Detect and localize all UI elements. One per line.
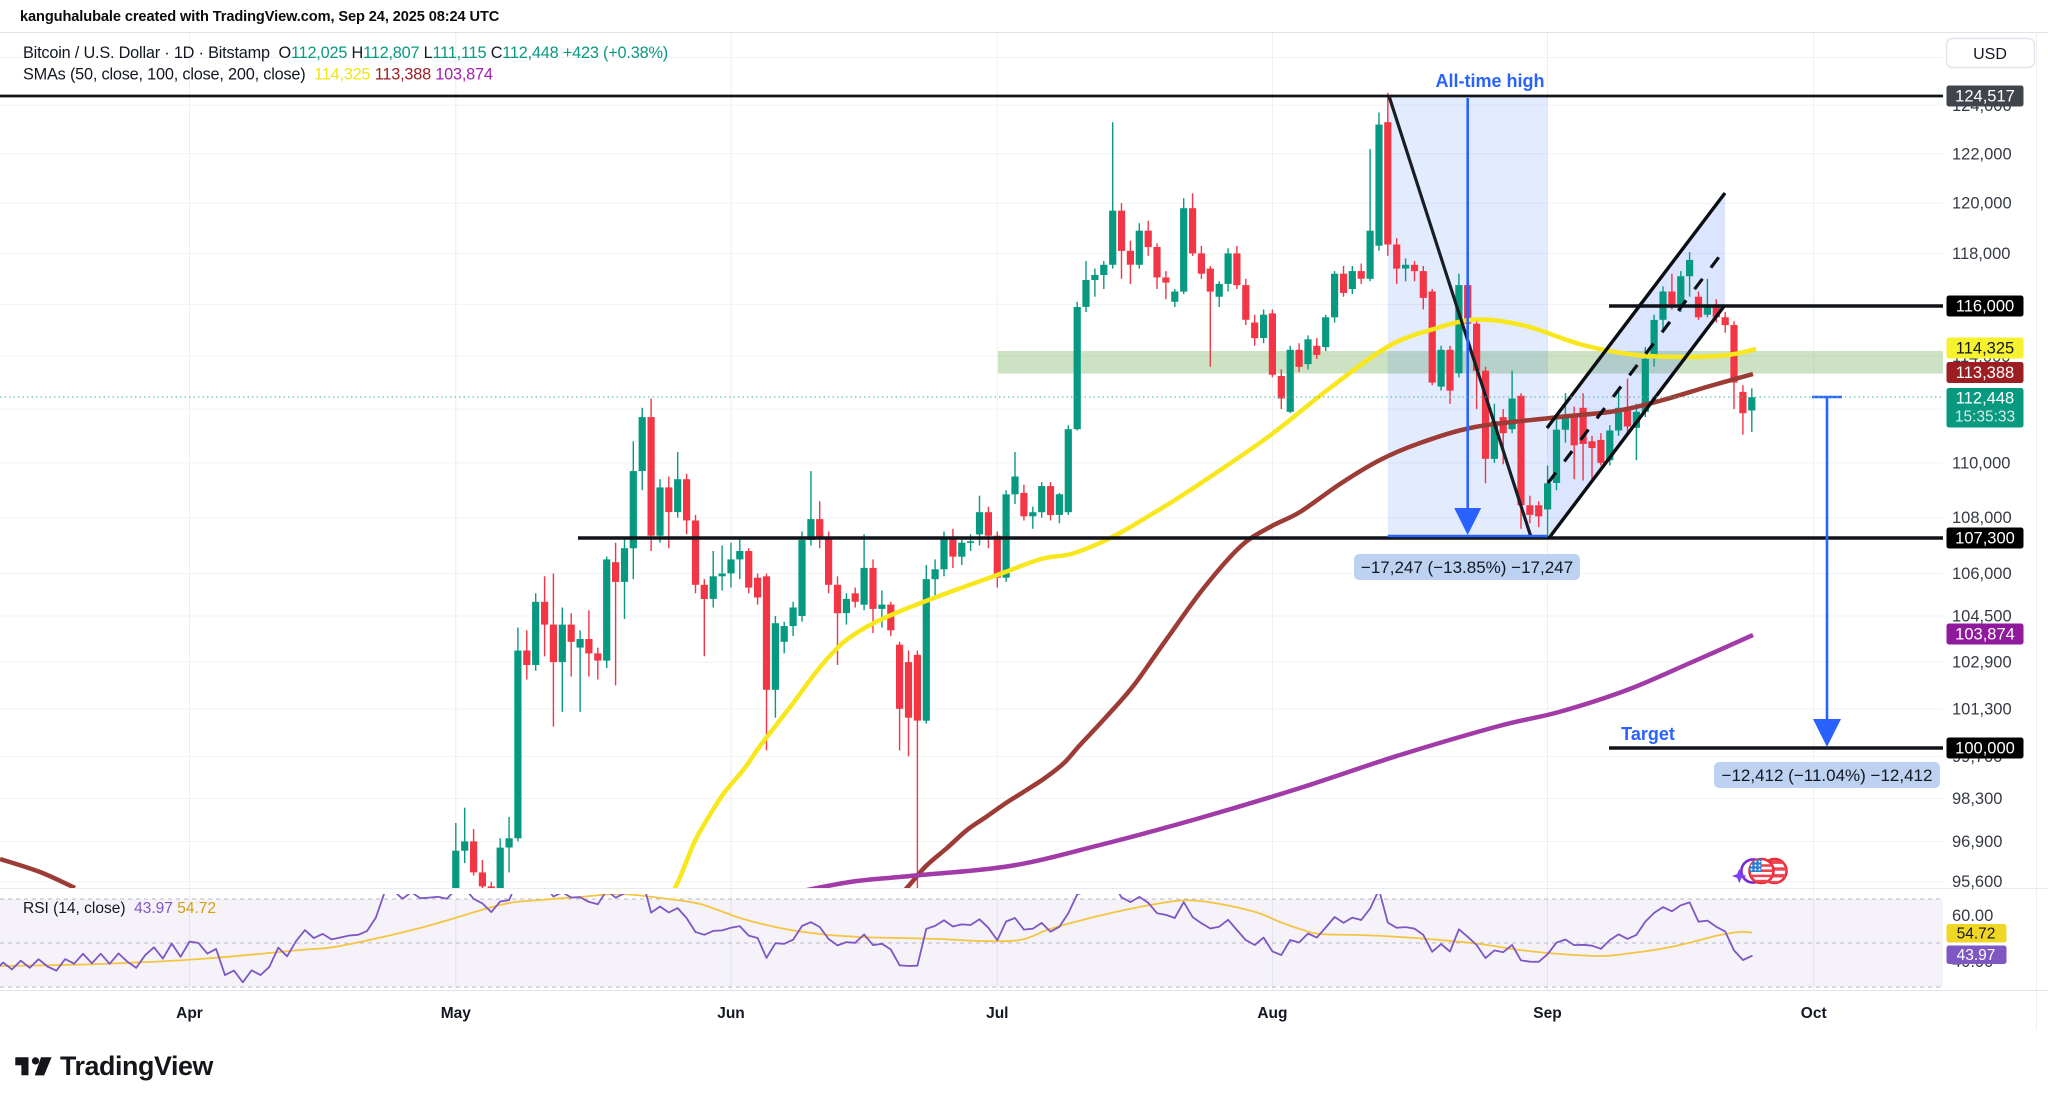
svg-text:Apr: Apr: [176, 1005, 203, 1022]
svg-text:Oct: Oct: [1801, 1005, 1827, 1022]
svg-text:May: May: [441, 1005, 472, 1022]
svg-text:110,000: 110,000: [1952, 454, 2010, 472]
svg-text:98,300: 98,300: [1952, 790, 2002, 808]
svg-text:107,300: 107,300: [1955, 530, 2015, 548]
svg-text:100,000: 100,000: [1955, 740, 2015, 758]
svg-text:124,517: 124,517: [1955, 88, 2015, 106]
svg-text:122,000: 122,000: [1952, 145, 2012, 163]
svg-text:103,874: 103,874: [1955, 626, 2015, 644]
svg-text:Sep: Sep: [1533, 1005, 1561, 1022]
svg-text:118,000: 118,000: [1952, 245, 2010, 263]
svg-text:102,900: 102,900: [1952, 654, 2012, 672]
svg-text:Jun: Jun: [717, 1005, 745, 1022]
svg-text:95,600: 95,600: [1952, 873, 2002, 891]
svg-text:106,000: 106,000: [1952, 565, 2012, 583]
svg-text:114,325: 114,325: [1956, 340, 2014, 358]
svg-text:RSI (14, close) 43.97 54.72: RSI (14, close) 43.97 54.72: [23, 900, 216, 917]
svg-text:Bitcoin / U.S. Dollar · 1D · B: Bitcoin / U.S. Dollar · 1D · Bitstamp O1…: [23, 44, 668, 62]
svg-text:104,500: 104,500: [1952, 608, 2012, 626]
svg-text:−12,412 (−11.04%) −12,412: −12,412 (−11.04%) −12,412: [1722, 766, 1933, 785]
svg-text:43.97: 43.97: [1957, 947, 1996, 964]
svg-text:60.00: 60.00: [1952, 907, 1993, 925]
svg-text:USD: USD: [1973, 46, 2007, 63]
svg-text:116,000: 116,000: [1956, 298, 2014, 316]
svg-text:Target: Target: [1621, 724, 1675, 744]
svg-text:120,000: 120,000: [1952, 195, 2012, 213]
svg-text:All-time high: All-time high: [1436, 71, 1545, 91]
svg-text:Aug: Aug: [1257, 1005, 1287, 1022]
svg-text:54.72: 54.72: [1957, 926, 1996, 943]
svg-text:96,900: 96,900: [1952, 833, 2002, 851]
svg-text:101,300: 101,300: [1952, 700, 2012, 718]
svg-text:Jul: Jul: [986, 1005, 1008, 1022]
svg-text:108,000: 108,000: [1952, 509, 2012, 527]
svg-text:112,448: 112,448: [1956, 390, 2014, 408]
svg-text:TradingView: TradingView: [60, 1051, 214, 1081]
svg-text:15:35:33: 15:35:33: [1955, 409, 2015, 426]
svg-text:−17,247 (−13.85%) −17,247: −17,247 (−13.85%) −17,247: [1361, 558, 1573, 577]
svg-text:SMAs (50, close, 100, close, 2: SMAs (50, close, 100, close, 200, close)…: [23, 66, 493, 84]
svg-text:113,388: 113,388: [1956, 364, 2014, 382]
